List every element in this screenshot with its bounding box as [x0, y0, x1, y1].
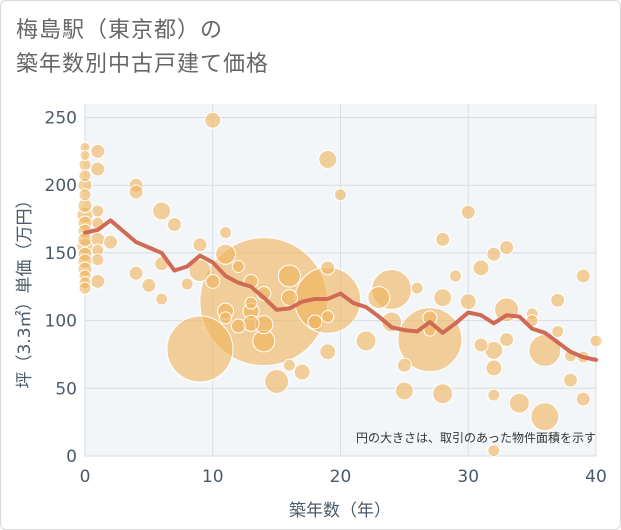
data-bubble	[90, 143, 106, 159]
data-bubble	[91, 204, 105, 218]
y-tick-label: 250	[45, 109, 77, 129]
data-bubble	[205, 273, 221, 289]
title-line-2: 築年数別中古戸建て価格	[16, 52, 270, 77]
data-bubble	[551, 324, 565, 338]
size-note: 円の大きさは、取引のあった物件面積を示す	[356, 430, 596, 445]
data-bubble	[320, 260, 336, 276]
data-bubble	[530, 402, 560, 432]
data-bubble	[448, 269, 462, 283]
data-bubble	[231, 259, 245, 273]
data-bubble	[215, 243, 237, 265]
data-bubble	[575, 268, 591, 284]
data-bubble	[435, 231, 451, 247]
data-bubble	[432, 383, 454, 405]
data-bubble	[244, 296, 258, 310]
x-tick-label: 40	[585, 467, 607, 487]
data-bubble	[394, 381, 414, 401]
data-bubble	[293, 363, 311, 381]
data-bubble	[242, 314, 260, 332]
data-bubble	[575, 391, 591, 407]
data-bubble	[433, 288, 453, 308]
data-bubble	[280, 289, 298, 307]
data-bubble	[318, 150, 338, 170]
data-bubble	[219, 226, 233, 240]
data-bubble	[334, 188, 347, 202]
data-bubble	[277, 264, 301, 288]
data-bubble	[508, 392, 530, 414]
data-bubble	[152, 201, 172, 221]
x-tick-label: 20	[330, 467, 352, 487]
data-bubble	[355, 330, 377, 352]
data-bubble	[78, 169, 92, 183]
y-tick-label: 200	[45, 176, 77, 196]
data-bubble	[282, 358, 296, 372]
data-bubble	[367, 286, 391, 310]
data-bubble	[499, 332, 515, 348]
data-bubble	[562, 372, 578, 388]
data-bubble	[204, 111, 222, 129]
data-bubble	[78, 188, 92, 202]
data-bubble	[180, 277, 194, 291]
trend-line	[83, 218, 598, 362]
data-bubble	[472, 259, 490, 277]
data-bubble	[459, 293, 477, 311]
data-bubble	[487, 444, 501, 458]
data-bubble	[264, 369, 290, 395]
y-tick-label: 0	[66, 447, 77, 467]
data-bubble	[91, 253, 105, 267]
data-bubble	[90, 161, 106, 177]
tick-labels: 0 50 100 150 200 250 0 10 20 30 40	[45, 109, 607, 487]
data-bubble	[79, 149, 91, 161]
x-axis-label: 築年数（年）	[289, 501, 391, 521]
y-axis-label: 坪（3.3㎡）単価（万円）	[15, 191, 35, 388]
data-bubble	[486, 246, 502, 262]
data-bubble	[166, 216, 182, 232]
data-bubble	[460, 204, 476, 220]
data-bubble	[485, 359, 503, 377]
data-bubble	[589, 334, 603, 348]
data-bubble	[550, 292, 566, 308]
y-tick-label: 50	[55, 379, 77, 399]
data-bubble	[188, 259, 212, 283]
data-bubble	[473, 337, 489, 353]
data-bubble	[397, 307, 463, 373]
data-bubble	[192, 237, 208, 253]
chart-title: 梅島駅（東京都）の 築年数別中古戸建て価格	[16, 14, 269, 82]
data-bubble	[487, 388, 501, 402]
data-bubble	[78, 281, 92, 295]
data-bubble	[155, 292, 169, 306]
data-bubble	[410, 281, 424, 295]
y-tick-label: 150	[45, 244, 77, 264]
y-tick-label: 100	[45, 312, 77, 332]
data-bubble	[128, 265, 144, 281]
data-bubble	[319, 343, 337, 361]
data-bubble	[396, 357, 412, 373]
x-tick-label: 10	[202, 467, 224, 487]
data-bubble	[128, 184, 144, 200]
title-line-1: 梅島駅（東京都）の	[16, 18, 224, 43]
x-tick-label: 30	[457, 467, 479, 487]
data-bubble	[141, 277, 157, 293]
data-bubble	[103, 234, 119, 250]
data-bubble	[90, 273, 106, 289]
x-tick-label: 0	[80, 467, 91, 487]
data-bubble	[230, 318, 246, 334]
data-bubble	[321, 310, 335, 324]
data-bubble	[219, 311, 233, 325]
data-bubble	[307, 314, 323, 330]
data-bubble	[166, 315, 234, 383]
data-bubble	[499, 240, 515, 256]
